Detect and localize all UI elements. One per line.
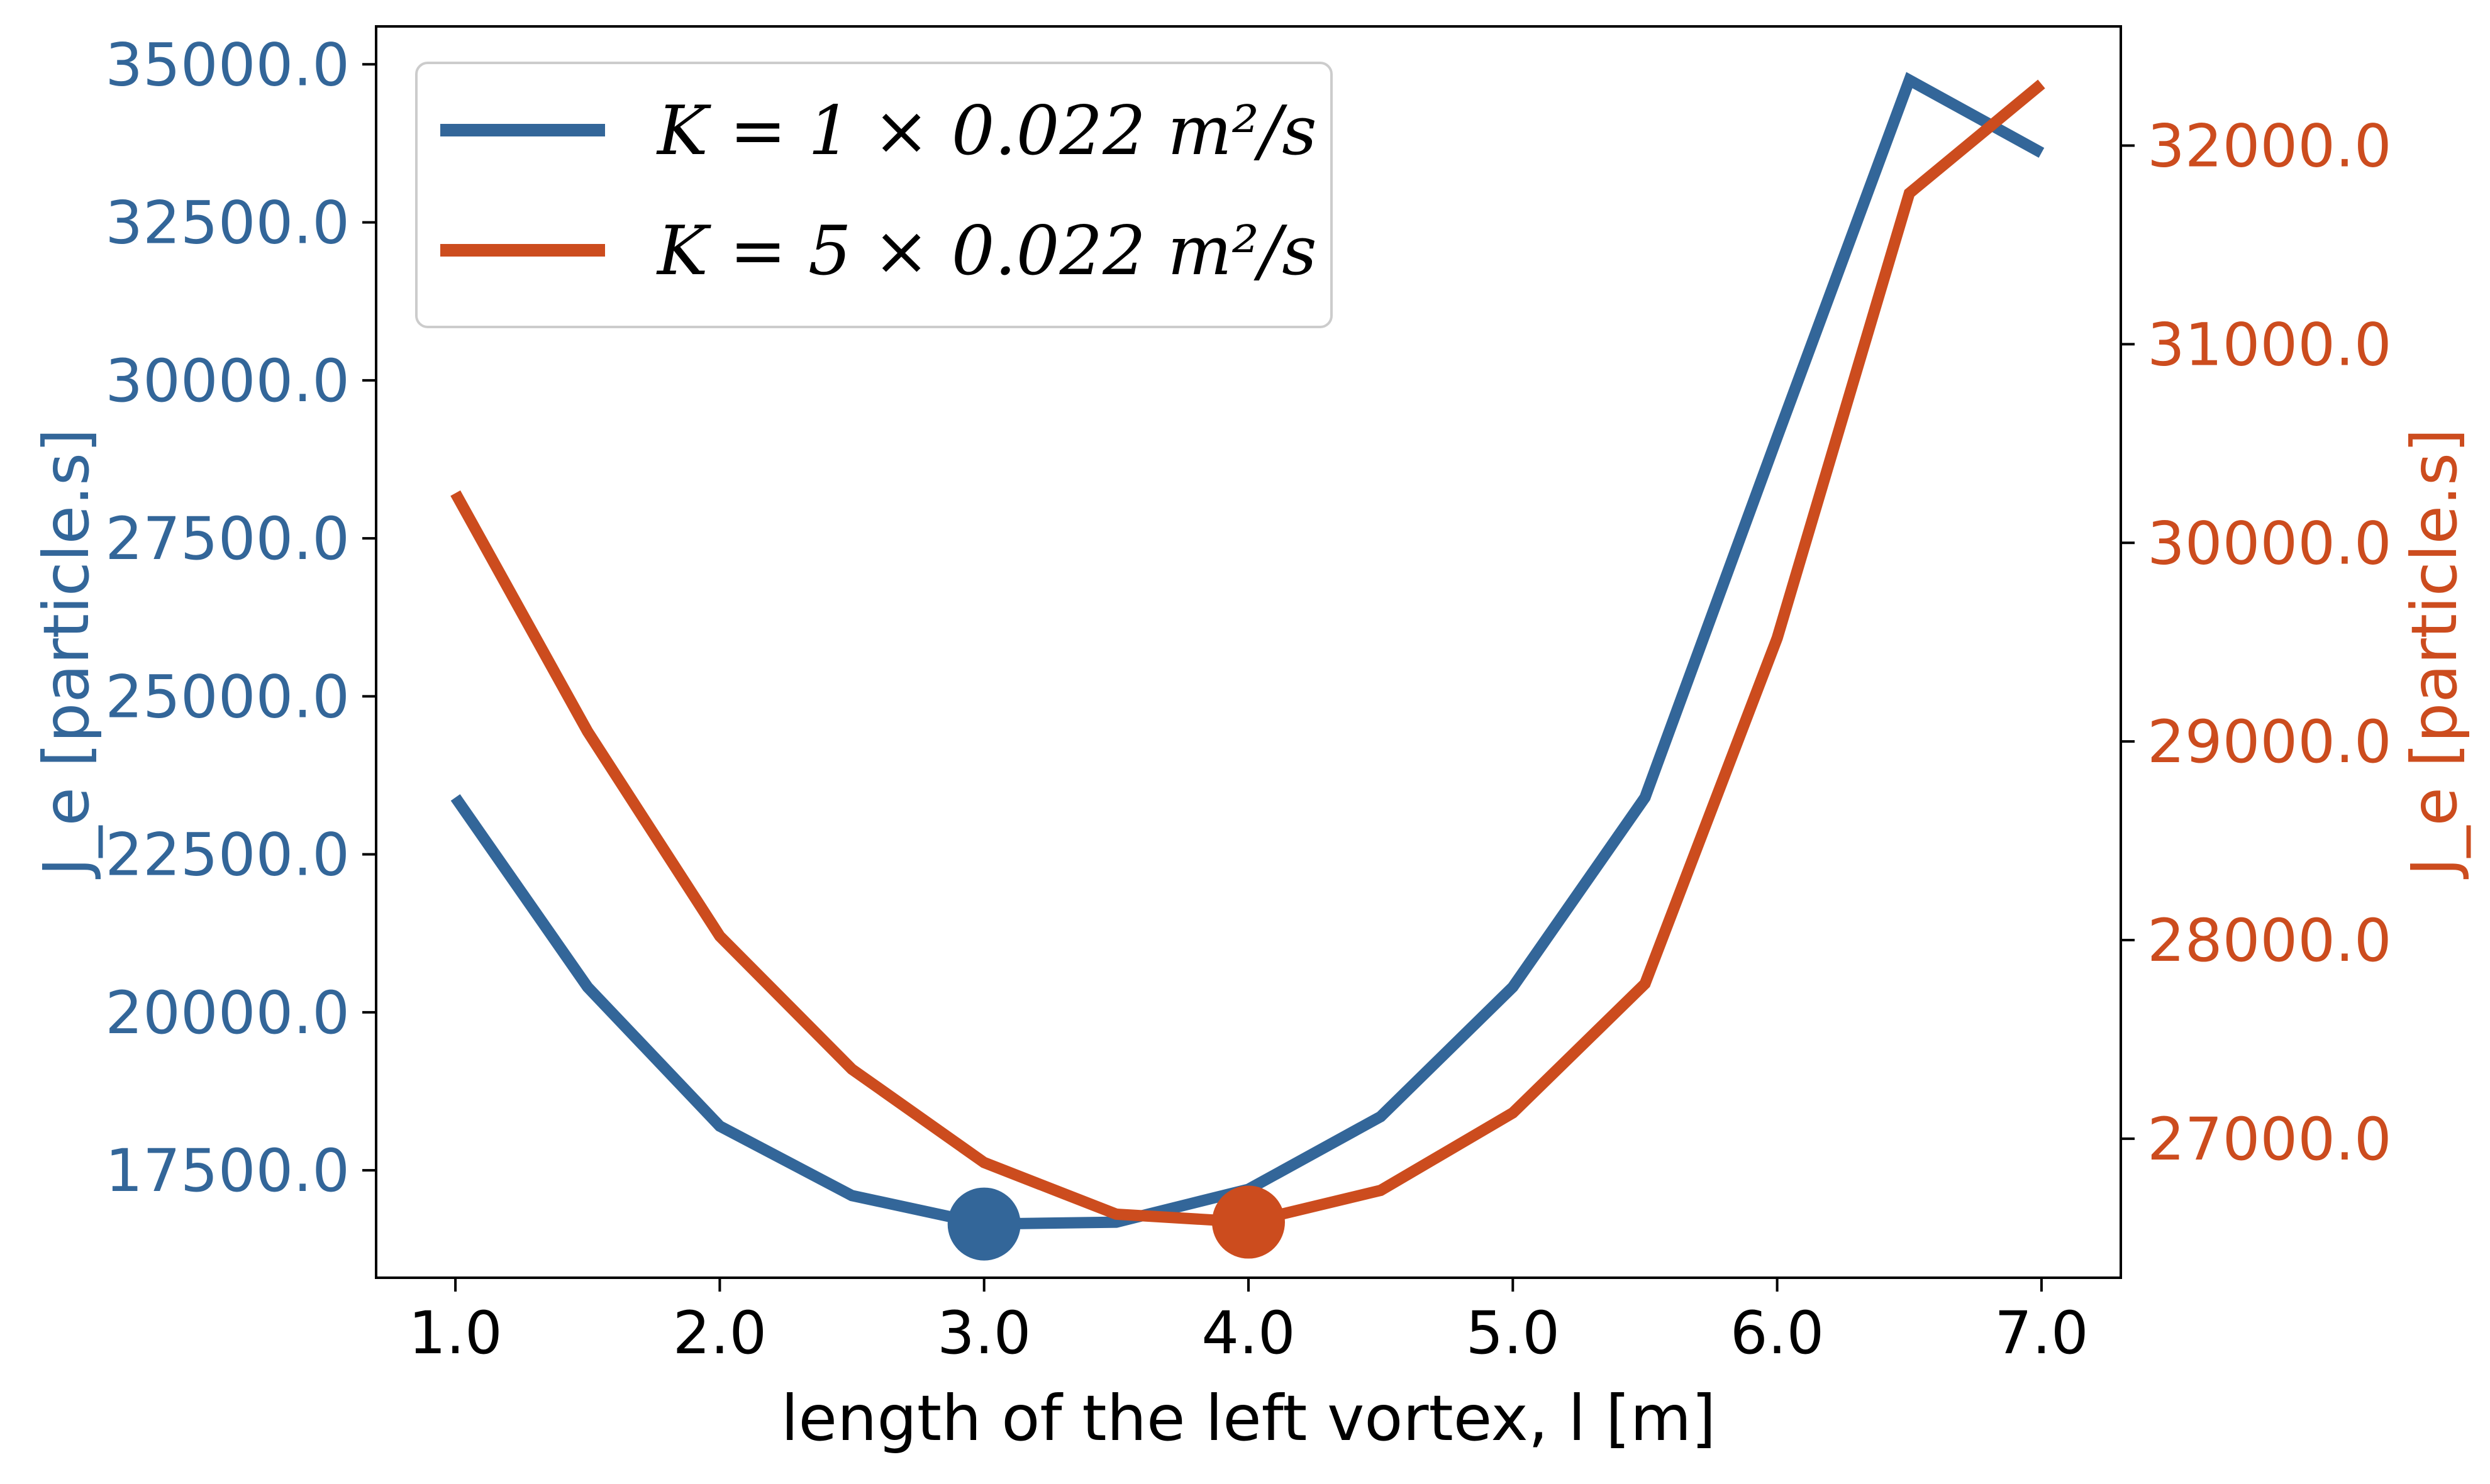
y-right-tick-label: 29000.0	[2147, 708, 2392, 777]
x-tick-label: 2.0	[673, 1299, 767, 1368]
legend-box	[415, 62, 1333, 328]
x-tick-label: 1.0	[408, 1299, 503, 1368]
y-right-tick-label: 31000.0	[2147, 311, 2392, 379]
y-left-tick-label: 32500.0	[105, 189, 350, 258]
x-axis-ticks: 1.0 2.0 3.0 4.0 5.0 6.0 7.0	[408, 1278, 2089, 1368]
y-right-axis-ticks: 27000.0 28000.0 29000.0 30000.0 31000.0 32000…	[2121, 113, 2392, 1174]
y-right-tick-label: 27000.0	[2147, 1105, 2392, 1174]
y-left-axis-label: J_e [particle.s]	[30, 428, 103, 880]
x-tick-label: 7.0	[1994, 1299, 2089, 1368]
y-left-axis-ticks: 17500.0 20000.0 22500.0 25000.0 27500.0 30000…	[105, 31, 376, 1205]
x-axis-label: length of the left vortex, l [m]	[781, 1382, 1716, 1455]
y-left-tick-label: 30000.0	[105, 347, 350, 416]
y-left-tick-label: 17500.0	[105, 1137, 350, 1205]
series-2-minimum-marker	[1212, 1185, 1285, 1259]
x-tick-label: 4.0	[1201, 1299, 1296, 1368]
series-layer	[450, 72, 2045, 1261]
y-right-axis-label: J_e [particle.s]	[2398, 428, 2471, 880]
legend-label-series-1: K = 1 × 0.022 m²/s	[656, 92, 1317, 170]
y-left-tick-label: 20000.0	[105, 979, 350, 1048]
y-left-tick-label: 35000.0	[105, 31, 350, 99]
y-right-tick-label: 30000.0	[2147, 509, 2392, 578]
y-left-tick-label: 27500.0	[105, 505, 350, 573]
y-right-tick-label: 32000.0	[2147, 113, 2392, 181]
y-right-tick-label: 28000.0	[2147, 907, 2392, 975]
series-1-minimum-marker	[947, 1187, 1021, 1261]
x-tick-label: 6.0	[1730, 1299, 1825, 1368]
legend: K = 1 × 0.022 m²/s K = 5 × 0.022 m²/s	[415, 62, 1333, 328]
y-left-tick-label: 25000.0	[105, 663, 350, 731]
legend-label-series-2: K = 5 × 0.022 m²/s	[656, 212, 1317, 291]
x-tick-label: 5.0	[1466, 1299, 1560, 1368]
x-tick-label: 3.0	[937, 1299, 1031, 1368]
y-left-tick-label: 22500.0	[105, 821, 350, 890]
